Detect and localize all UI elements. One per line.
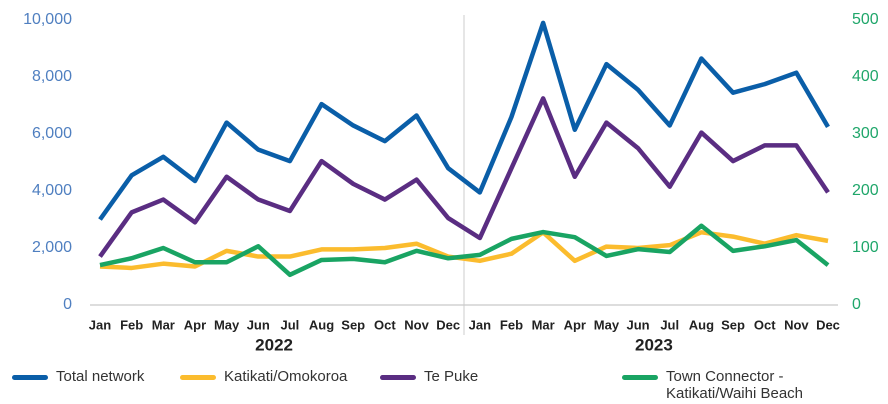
- x-tick-label: May: [214, 317, 240, 332]
- y-tick-label: 2,000: [32, 239, 72, 256]
- y2-tick-label: 400: [852, 68, 879, 85]
- x-tick-label: Nov: [404, 317, 429, 332]
- x-tick-label: Oct: [374, 317, 396, 332]
- legend-item: Town Connector - Katikati/Waihi Beach: [622, 368, 842, 402]
- legend-item: Te Puke: [380, 368, 580, 385]
- legend: Total network Katikati/Omokoroa Te Puke Tow…: [0, 368, 888, 404]
- y-tick-label: 4,000: [32, 182, 72, 199]
- x-tick-label: Sep: [341, 317, 365, 332]
- legend-label: Katikati/Omokoroa: [224, 368, 348, 385]
- x-tick-label: Jul: [281, 317, 300, 332]
- x-tick-label: Mar: [532, 317, 555, 332]
- x-tick-label: Dec: [436, 317, 460, 332]
- x-tick-label: Aug: [309, 317, 334, 332]
- y-tick-label: 10,000: [23, 11, 72, 28]
- y2-tick-label: 300: [852, 125, 879, 142]
- x-group-label: 2023: [635, 335, 673, 354]
- x-tick-label: Jun: [627, 317, 650, 332]
- chart: 0 2,000 4,000 6,000 8,000 10,000 0 100 200 300 400…: [23, 11, 879, 354]
- series-line: [99, 223, 830, 278]
- legend-label: Town Connector - Katikati/Waihi Beach: [666, 368, 804, 402]
- legend-swatch: [380, 375, 416, 380]
- y2-tick-label: 200: [852, 182, 879, 199]
- x-tick-label: Feb: [120, 317, 143, 332]
- x-tick-label: Jan: [89, 317, 111, 332]
- x-tick-label: Jun: [247, 317, 270, 332]
- x-tick-label: Feb: [500, 317, 523, 332]
- y2-tick-label: 100: [852, 239, 879, 256]
- x-tick-label: Dec: [816, 317, 840, 332]
- y-tick-label: 0: [63, 296, 72, 313]
- x-tick-label: Mar: [152, 317, 175, 332]
- x-tick-label: Apr: [184, 317, 206, 332]
- x-group-label: 2022: [255, 335, 293, 354]
- legend-label: Total network: [56, 368, 145, 385]
- legend-item: Total network: [12, 368, 182, 385]
- x-tick-label: Apr: [564, 317, 586, 332]
- x-tick-label: Jul: [660, 317, 679, 332]
- x-tick-label: Jan: [469, 317, 491, 332]
- legend-swatch: [12, 375, 48, 380]
- series-line: [98, 20, 830, 221]
- y2-tick-label: 500: [852, 11, 879, 28]
- x-tick-label: Oct: [754, 317, 776, 332]
- legend-swatch: [622, 375, 658, 380]
- legend-swatch: [180, 375, 216, 380]
- legend-label: Te Puke: [424, 368, 479, 385]
- y-tick-label: 8,000: [32, 68, 72, 85]
- x-tick-label: May: [594, 317, 620, 332]
- series-line: [98, 96, 830, 258]
- x-tick-label: Aug: [689, 317, 714, 332]
- y-tick-label: 6,000: [32, 125, 72, 142]
- y2-tick-label: 0: [852, 296, 861, 313]
- x-tick-label: Sep: [721, 317, 745, 332]
- x-tick-label: Nov: [784, 317, 809, 332]
- legend-item: Katikati/Omokoroa: [180, 368, 370, 385]
